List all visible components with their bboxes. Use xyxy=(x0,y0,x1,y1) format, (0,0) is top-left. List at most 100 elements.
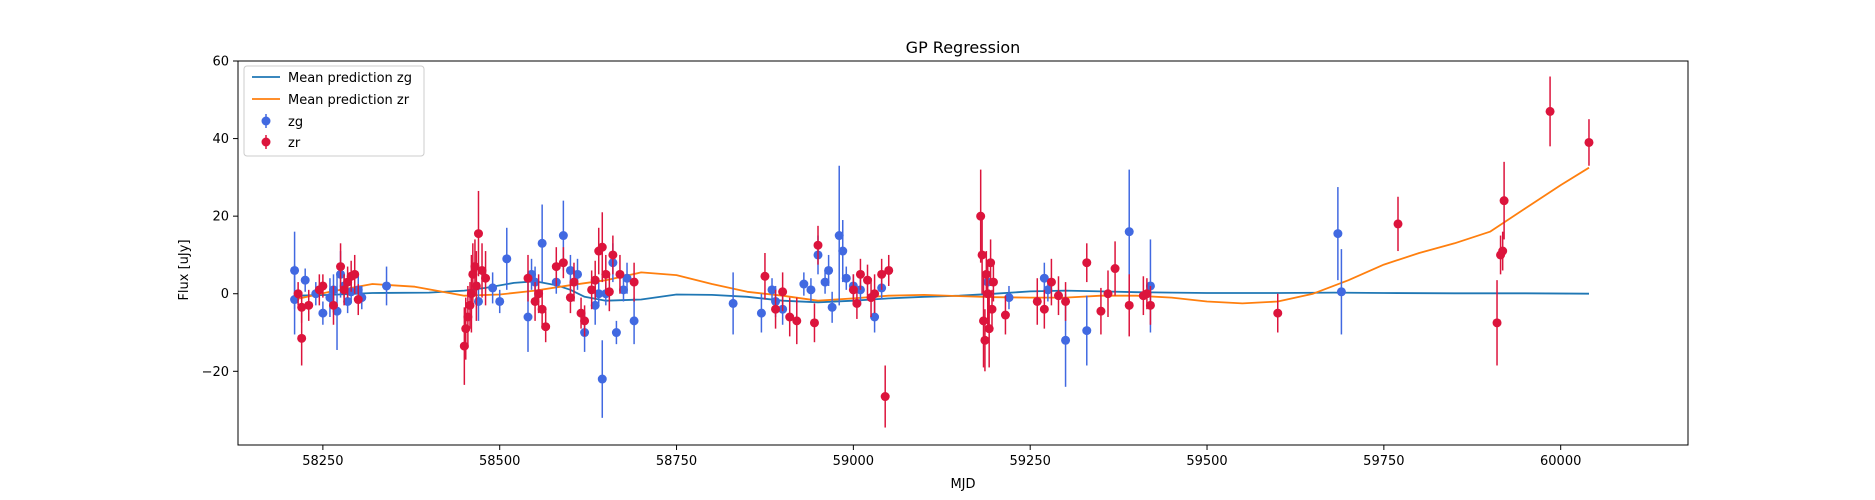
zr-data-point xyxy=(877,269,887,279)
zg-data-point xyxy=(820,277,830,287)
zg-data-point xyxy=(629,316,639,326)
zr-data-point xyxy=(304,300,314,310)
zr-data-point xyxy=(297,333,307,343)
zr-data-point xyxy=(981,269,991,279)
zr-data-point xyxy=(558,258,568,268)
zr-data-point xyxy=(771,304,781,314)
zg-data-point xyxy=(318,308,328,318)
plot-area xyxy=(290,76,1594,428)
zg-data-point xyxy=(1336,287,1346,297)
zr-data-point xyxy=(855,269,865,279)
zg-data-point xyxy=(558,231,568,241)
x-tick-label: 59000 xyxy=(833,454,874,469)
zr-data-point xyxy=(1053,291,1063,301)
y-tick-label: 40 xyxy=(212,132,229,147)
zr-data-point xyxy=(473,229,483,239)
zg-data-point xyxy=(523,312,533,322)
zr-data-point xyxy=(466,289,476,299)
zr-data-point xyxy=(987,304,997,314)
zr-data-point xyxy=(1082,258,1092,268)
zr-data-point xyxy=(977,250,987,260)
zr-data-point xyxy=(1124,300,1134,310)
zr-data-point xyxy=(1000,310,1010,320)
zr-data-point xyxy=(809,318,819,328)
legend-label-mean-zg: Mean prediction zg xyxy=(288,71,412,86)
zr-data-point xyxy=(976,211,986,221)
zg-data-point xyxy=(565,265,575,275)
line-mean-prediction-zr xyxy=(294,166,1590,305)
x-tick-label: 59750 xyxy=(1363,454,1404,469)
legend-label-zg: zg xyxy=(288,115,303,130)
zr-data-point xyxy=(597,242,607,252)
zr-data-point xyxy=(604,287,614,297)
zg-data-point xyxy=(1082,326,1092,336)
zr-data-point xyxy=(813,240,823,250)
zr-data-point xyxy=(534,289,544,299)
zr-data-point xyxy=(615,269,625,279)
x-tick-label: 59250 xyxy=(1010,454,1051,469)
zg-data-point xyxy=(495,296,505,306)
zr-data-point xyxy=(471,281,481,291)
y-tick-label: 60 xyxy=(212,55,229,70)
zr-data-point xyxy=(353,295,363,305)
zr-data-point xyxy=(852,298,862,308)
zr-data-point xyxy=(870,289,880,299)
zr-data-point xyxy=(470,262,480,272)
legend-box xyxy=(243,65,425,157)
legend-label-zr: zr xyxy=(288,136,301,151)
zr-data-point xyxy=(1584,137,1594,147)
zr-data-point xyxy=(537,304,547,314)
y-tick-label: 20 xyxy=(212,210,229,225)
plot-frame xyxy=(237,60,1689,446)
zr-data-point xyxy=(541,322,551,332)
zg-data-point xyxy=(806,285,816,295)
legend-swatch-zg-marker xyxy=(261,116,271,126)
zr-data-point xyxy=(339,285,349,295)
x-axis-ticks: 58250 58500 58750 59000 59250 59500 59750 60000 xyxy=(302,445,1581,469)
zr-data-point xyxy=(565,293,575,303)
zr-data-point xyxy=(785,312,795,322)
zr-data-point xyxy=(1039,304,1049,314)
zg-data-point xyxy=(382,281,392,291)
zg-data-point xyxy=(756,308,766,318)
zr-data-point xyxy=(1499,196,1509,206)
zg-data-point xyxy=(870,312,880,322)
x-tick-label: 58500 xyxy=(479,454,520,469)
x-tick-label: 60000 xyxy=(1540,454,1581,469)
zg-data-point xyxy=(827,302,837,312)
zr-data-point xyxy=(297,302,307,312)
zg-data-point xyxy=(325,293,335,303)
zg-data-point xyxy=(799,279,809,289)
zr-data-point xyxy=(792,316,802,326)
zg-data-point xyxy=(841,273,851,283)
line-mean-prediction-zg xyxy=(294,280,1590,304)
zg-data-point xyxy=(488,283,498,293)
zg-data-point xyxy=(1124,227,1134,237)
x-axis-label: MJD xyxy=(950,477,975,492)
zr-data-point xyxy=(863,275,873,285)
zr-data-point xyxy=(293,289,303,299)
zr-data-point xyxy=(601,269,611,279)
zg-data-point xyxy=(473,296,483,306)
zr-data-point xyxy=(523,273,533,283)
y-tick-label: −20 xyxy=(202,365,229,380)
zr-data-point xyxy=(1103,289,1113,299)
zg-data-point xyxy=(1004,293,1014,303)
zr-data-point xyxy=(778,287,788,297)
zr-data-point xyxy=(884,265,894,275)
zg-data-point xyxy=(590,300,600,310)
zg-data-point xyxy=(618,285,628,295)
y-axis-ticks: −20 0 20 40 60 xyxy=(202,55,238,380)
zg-data-point xyxy=(573,269,583,279)
zg-data-point xyxy=(1061,335,1071,345)
zr-data-point xyxy=(580,316,590,326)
zg-data-point xyxy=(767,285,777,295)
zr-data-point xyxy=(1096,306,1106,316)
zr-data-point xyxy=(1393,219,1403,229)
zr-data-point xyxy=(1110,264,1120,274)
zr-data-point xyxy=(459,341,469,351)
x-tick-label: 58250 xyxy=(302,454,343,469)
y-axis-label: Flux [uJy] xyxy=(177,239,192,300)
zg-data-point xyxy=(537,238,547,248)
